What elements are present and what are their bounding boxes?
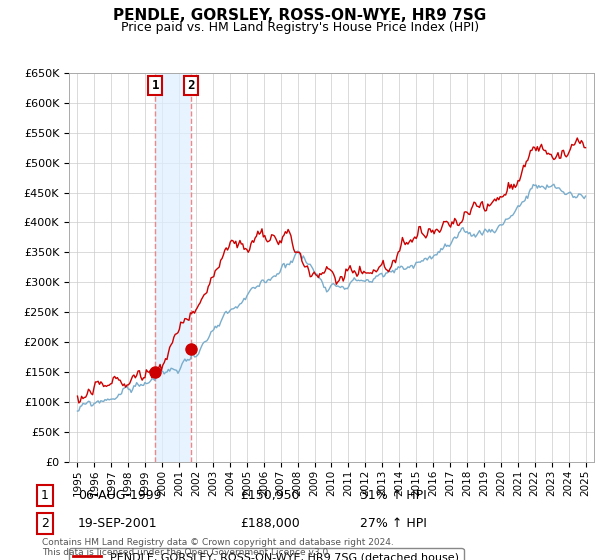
Text: Price paid vs. HM Land Registry's House Price Index (HPI): Price paid vs. HM Land Registry's House … — [121, 21, 479, 34]
Text: 2: 2 — [188, 79, 195, 92]
Text: £188,000: £188,000 — [240, 517, 300, 530]
Text: 19-SEP-2001: 19-SEP-2001 — [78, 517, 158, 530]
Text: Contains HM Land Registry data © Crown copyright and database right 2024.
This d: Contains HM Land Registry data © Crown c… — [42, 538, 394, 557]
Legend: PENDLE, GORSLEY, ROSS-ON-WYE, HR9 7SG (detached house), HPI: Average price, deta: PENDLE, GORSLEY, ROSS-ON-WYE, HR9 7SG (d… — [69, 548, 464, 560]
Text: 31% ↑ HPI: 31% ↑ HPI — [360, 489, 427, 502]
Text: 06-AUG-1999: 06-AUG-1999 — [78, 489, 161, 502]
Text: 2: 2 — [41, 517, 49, 530]
Text: £150,950: £150,950 — [240, 489, 299, 502]
Text: PENDLE, GORSLEY, ROSS-ON-WYE, HR9 7SG: PENDLE, GORSLEY, ROSS-ON-WYE, HR9 7SG — [113, 8, 487, 24]
Text: 1: 1 — [152, 79, 159, 92]
Text: 27% ↑ HPI: 27% ↑ HPI — [360, 517, 427, 530]
Text: 1: 1 — [41, 489, 49, 502]
Bar — [155, 73, 191, 462]
